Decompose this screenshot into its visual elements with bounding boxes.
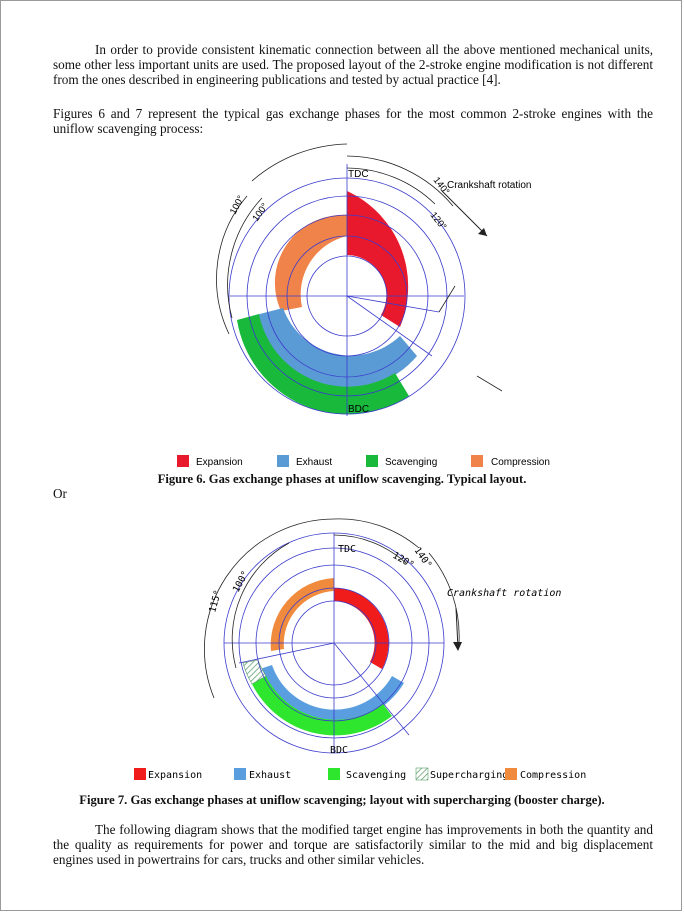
legend-label-expansion: Expansion bbox=[148, 770, 202, 781]
compression-arc bbox=[270, 578, 334, 651]
axes bbox=[224, 533, 444, 753]
paragraph-intro: In order to provide consistent kinematic… bbox=[53, 42, 653, 87]
axes bbox=[230, 164, 464, 416]
legend-label-exhaust: Exhaust bbox=[296, 457, 332, 468]
legend-label-compression: Compression bbox=[520, 770, 586, 781]
legend-swatch-scavenging bbox=[328, 768, 340, 780]
legend-swatch-scavenging bbox=[366, 455, 378, 467]
bdc-label: BDC bbox=[348, 404, 369, 415]
angle-label-outer-right: 140° bbox=[431, 175, 452, 197]
legend-swatch-exhaust bbox=[277, 455, 289, 467]
legend-label-scavenging: Scavenging bbox=[346, 770, 406, 781]
paragraph-conclusion: The following diagram shows that the mod… bbox=[53, 822, 653, 867]
angle-label-inner-right: 120° bbox=[428, 210, 449, 232]
figure-6-diagram: TDC BDC Crankshaft rotation 100° 100° 14… bbox=[216, 143, 532, 416]
compression-arc bbox=[274, 214, 347, 311]
figure-7-caption: Figure 7. Gas exchange phases at uniflow… bbox=[79, 793, 605, 807]
tdc-label: TDC bbox=[348, 169, 369, 180]
angle-label-140: 140° bbox=[412, 545, 434, 570]
dimension-arcs bbox=[204, 518, 460, 699]
angle-label-outer-left: 100° bbox=[228, 194, 247, 217]
figure-7-diagram: TDC BDC Crankshaft rotation 115° 100° 12… bbox=[204, 518, 561, 756]
rotation-arrow bbox=[441, 190, 488, 237]
angle-label-inner-left: 100° bbox=[250, 201, 270, 224]
legend-label-scavenging: Scavenging bbox=[385, 457, 437, 468]
exhaust-arc bbox=[260, 665, 404, 722]
legend-label-exhaust: Exhaust bbox=[249, 770, 291, 781]
legend-swatch-expansion bbox=[177, 455, 189, 467]
legend-label-supercharging: Supercharging bbox=[430, 770, 508, 781]
paragraph-figures: Figures 6 and 7 represent the typical ga… bbox=[53, 106, 653, 136]
rotation-arrow bbox=[453, 607, 462, 651]
rotation-label: Crankshaft rotation bbox=[447, 588, 561, 599]
legend-label-expansion: Expansion bbox=[196, 457, 243, 468]
figure-6-caption: Figure 6. Gas exchange phases at uniflow… bbox=[157, 472, 527, 486]
angle-label-120: 120° bbox=[391, 550, 416, 571]
figure-7-legend: Expansion Exhaust Scavenging Superchargi… bbox=[134, 767, 586, 781]
legend-swatch-exhaust bbox=[234, 768, 246, 780]
scavenging-arc bbox=[237, 314, 409, 415]
angle-label-115: 115° bbox=[207, 589, 224, 614]
tdc-label: TDC bbox=[338, 544, 356, 555]
scavenging-arc bbox=[252, 676, 392, 736]
legend-swatch-compression bbox=[505, 768, 517, 780]
expansion-arc bbox=[347, 191, 409, 327]
rotation-label: Crankshaft rotation bbox=[447, 180, 532, 191]
bdc-label: BDC bbox=[330, 745, 348, 756]
figure-6-legend: Expansion Exhaust Scavenging Compression bbox=[177, 455, 550, 468]
or-word: Or bbox=[53, 486, 67, 501]
legend-label-compression: Compression bbox=[491, 457, 550, 468]
legend-swatch-compression bbox=[471, 455, 483, 467]
legend-swatch-expansion bbox=[134, 768, 146, 780]
legend-swatch-supercharging bbox=[415, 767, 429, 781]
dimension-arcs bbox=[216, 143, 503, 392]
expansion-arc bbox=[334, 588, 389, 669]
